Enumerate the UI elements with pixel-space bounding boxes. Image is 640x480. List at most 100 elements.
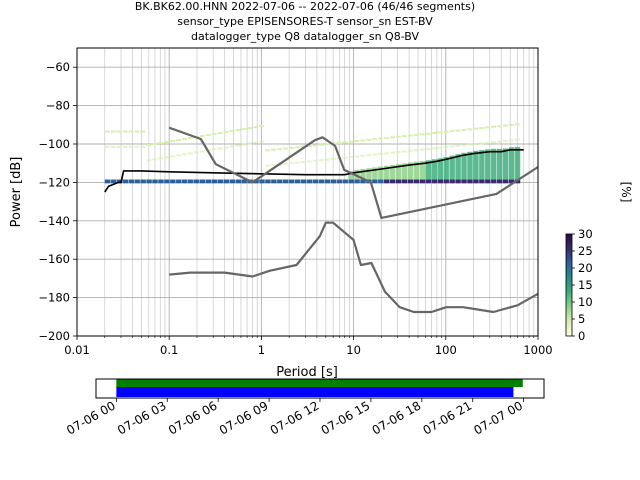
heatmap-cell (384, 165, 390, 180)
heatmap-cell (283, 147, 288, 150)
heatmap-cell (318, 143, 324, 146)
heatmap-cell (318, 159, 324, 162)
heatmap-cell (491, 141, 496, 144)
heatmap-cell (360, 139, 366, 142)
heatmap-cell (455, 154, 461, 180)
heatmap-cell (342, 156, 348, 159)
heatmap-cell (390, 179, 396, 184)
heatmap-cell (134, 130, 140, 133)
heatmap-cell (193, 151, 199, 154)
heatmap-cell (502, 124, 508, 127)
heatmap-cell (176, 179, 182, 184)
heatmap-cell (229, 145, 235, 148)
heatmap-cell (437, 179, 443, 184)
ppsd-plot: 0.01 0.1 1 10 100 1000 −200 −180 −160 −140 −120 −1… (9, 47, 553, 380)
availability-tick-label: 07-06 00 (64, 398, 118, 437)
heatmap-cell (419, 133, 425, 136)
heatmap-cell (140, 145, 146, 148)
y-tick-label: −140 (38, 214, 70, 228)
heatmap-cell (259, 179, 265, 184)
heatmap-cell (413, 133, 419, 136)
heatmap-cell (485, 179, 491, 184)
availability-tick-label: 07-06 12 (268, 398, 322, 437)
plot-background (77, 48, 538, 336)
heatmap-cell (253, 179, 259, 184)
heatmap-cell (318, 179, 325, 184)
heatmap-cell (164, 156, 170, 159)
heatmap-cell (146, 159, 152, 162)
heatmap-cell (461, 179, 467, 184)
heatmap-cell (211, 133, 217, 136)
heatmap-cell (235, 129, 241, 132)
heatmap-cell (265, 179, 271, 184)
heatmap-cell (425, 132, 431, 135)
heatmap-cell (455, 129, 461, 132)
heatmap-cell (479, 150, 485, 180)
x-tick-label: 1000 (523, 343, 552, 357)
mode-curve (104, 149, 524, 193)
heatmap-cell (473, 150, 479, 180)
heatmap-cell (491, 148, 497, 180)
heatmap-cell (413, 149, 419, 152)
colorbar-tick-label: 25 (578, 244, 593, 258)
heatmap-cell (496, 125, 502, 128)
heatmap-cell (502, 179, 509, 184)
heatmap-cell (247, 127, 253, 130)
heatmap-cell (199, 135, 205, 138)
plot-frame (76, 47, 539, 337)
y-tick-label: −120 (38, 175, 70, 189)
heatmap-cell (491, 179, 497, 184)
heatmap-cell (104, 145, 110, 148)
heatmap-cell (491, 125, 496, 128)
heatmap-cell (128, 130, 134, 133)
heatmap-cell (496, 179, 503, 184)
heatmap-cell (205, 134, 211, 137)
heatmap-cell (277, 179, 283, 184)
heatmap-cell (348, 140, 354, 143)
y-tick-label: −60 (46, 60, 70, 74)
heatmap-cell (443, 156, 449, 180)
heatmap-cell (170, 155, 176, 158)
heatmap-cell (134, 145, 140, 148)
heatmap-cell (300, 161, 306, 164)
heatmap-cell (187, 152, 193, 155)
y-tick-label: −200 (38, 329, 70, 343)
colorbar-ticks: 0 5 10 15 20 25 30 (572, 227, 593, 343)
heatmap-cell (187, 137, 193, 140)
heatmap-cell (146, 143, 152, 146)
y-tick-label: −100 (38, 137, 70, 151)
availability-tick-label: 07-06 21 (421, 398, 475, 437)
heatmap-cell (496, 140, 502, 143)
heatmap-cell (116, 145, 122, 148)
heatmap-cell (229, 179, 235, 184)
heatmap-cell (395, 151, 401, 154)
heatmap-cell (508, 147, 515, 180)
heatmap-cell (330, 179, 337, 184)
colorbar-label: [%] (619, 182, 633, 203)
heatmap-cell (467, 151, 473, 180)
heatmap-cell (437, 158, 443, 180)
heatmap-cell (104, 179, 111, 184)
chart-title-line1: BK.BK62.00.HNN 2022-07-06 -- 2022-07-06 … (135, 0, 475, 13)
availability-tick-label: 07-06 06 (166, 398, 220, 437)
heatmap-cell (407, 149, 413, 152)
heatmap-cell (496, 148, 503, 180)
colorbar-tick-label: 5 (578, 312, 585, 326)
heatmap-cell (425, 160, 432, 180)
heatmap-cell (330, 157, 336, 160)
heatmap-cell (211, 148, 217, 151)
availability-bar-blue (116, 387, 514, 397)
high-noise-model-line (168, 126, 539, 219)
ppsd-curves (104, 126, 539, 314)
heatmap-cell (354, 179, 360, 184)
heatmap-cell (324, 143, 330, 146)
heatmap-cell (271, 164, 277, 167)
heatmap-cell (372, 153, 378, 156)
availability-tick-label: 07-06 09 (217, 398, 271, 437)
heatmap-cell (152, 179, 158, 184)
heatmap-cell (128, 145, 134, 148)
colorbar-tick-label: 30 (578, 227, 593, 241)
heatmap-cell (140, 179, 146, 184)
heatmap-cell (354, 155, 360, 158)
